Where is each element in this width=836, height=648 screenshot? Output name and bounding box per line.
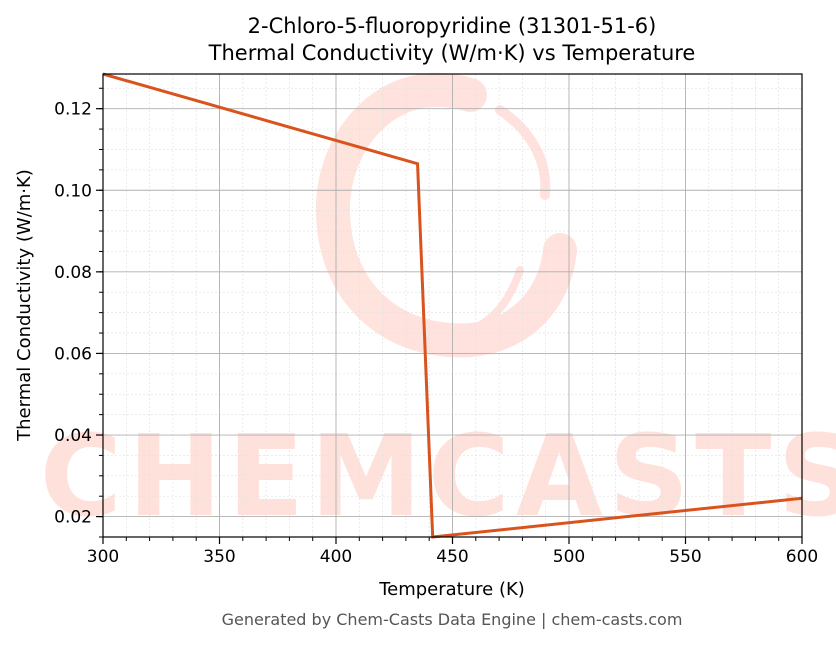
x-tick-label: 500	[553, 547, 585, 567]
x-tick-label: 300	[87, 547, 119, 567]
x-tick-label: 600	[786, 547, 818, 567]
x-tick-label: 550	[669, 547, 701, 567]
watermark: CHEMCASTS	[40, 72, 836, 542]
y-tick-label: 0.10	[54, 181, 92, 201]
watermark-logo-swirl	[315, 72, 577, 358]
y-tick-label: 0.12	[54, 100, 92, 120]
footer-text: Generated by Chem-Casts Data Engine | ch…	[222, 610, 683, 629]
x-tick-label: 350	[203, 547, 235, 567]
y-axis-label: Thermal Conductivity (W/m·K)	[14, 169, 35, 442]
series-line-0	[102, 72, 803, 539]
x-tick-label: 450	[436, 547, 468, 567]
y-tick-label: 0.04	[54, 426, 92, 446]
y-tick-label: 0.02	[54, 508, 92, 528]
y-tick-label: 0.08	[54, 263, 92, 283]
x-tick-label: 400	[320, 547, 352, 567]
watermark-text: CHEMCASTS	[40, 412, 836, 542]
major-grid	[102, 74, 803, 537]
x-axis-label: Temperature (K)	[378, 579, 525, 600]
chart-title-line1: 2-Chloro-5-fluoropyridine (31301-51-6)	[248, 14, 657, 38]
y-tick-label: 0.06	[54, 344, 92, 364]
chart-title-line2: Thermal Conductivity (W/m·K) vs Temperat…	[208, 41, 696, 65]
series-layer	[102, 72, 803, 539]
ticks: 300 350 400 450 500 550 600 0.02 0.04 0.06 0.08 0.1…	[54, 87, 818, 567]
